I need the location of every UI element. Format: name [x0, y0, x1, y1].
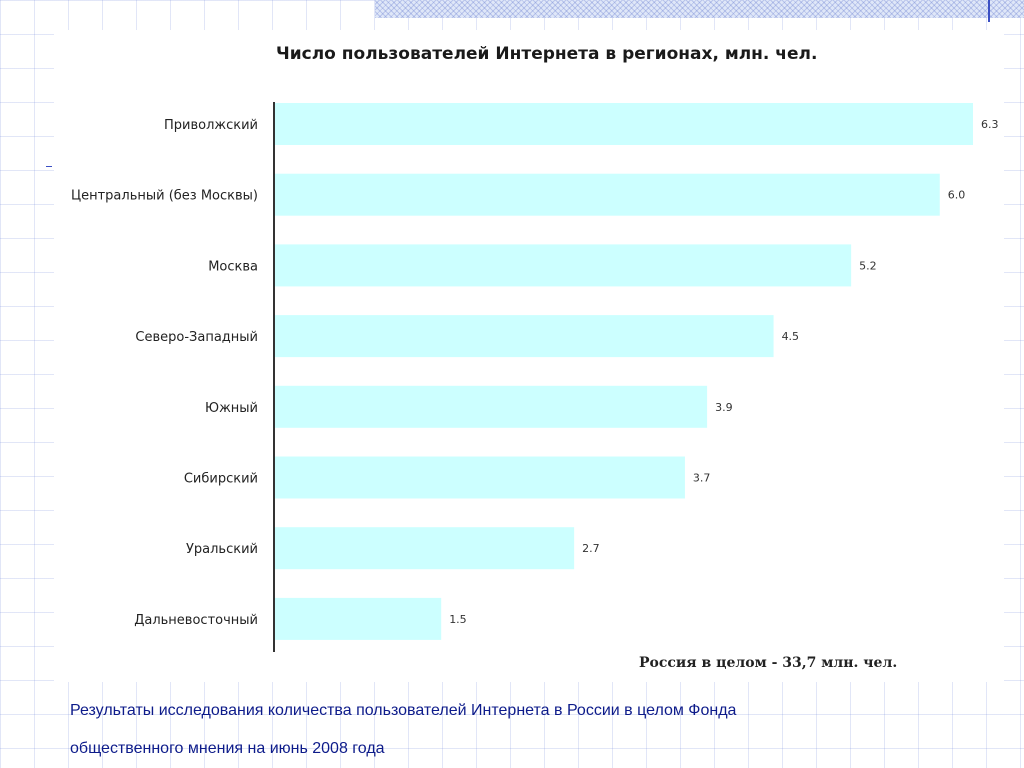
slide-caption: Результаты исследования количества польз… — [70, 692, 970, 768]
value-label-4: 3.9 — [715, 401, 733, 414]
category-label-4: Южный — [205, 401, 258, 416]
category-label-2: Москва — [208, 259, 258, 274]
category-label-1: Центральный (без Москвы) — [71, 189, 258, 204]
chart-total-annotation: Россия в целом - 33,7 млн. чел. — [639, 655, 898, 671]
value-label-2: 5.2 — [859, 259, 877, 272]
caption-line-2: общественного мнения на июнь 2008 года — [70, 740, 385, 757]
bar-7 — [275, 597, 442, 640]
bar-5 — [275, 456, 685, 499]
caption-line-1: Результаты исследования количества польз… — [70, 702, 737, 719]
category-label-5: Сибирский — [184, 472, 258, 487]
bar-0 — [275, 103, 973, 145]
bar-1 — [275, 173, 940, 216]
value-label-6: 2.7 — [582, 542, 600, 555]
category-label-7: Дальневосточный — [134, 613, 258, 628]
header-decor-marker — [988, 0, 990, 22]
value-label-3: 4.5 — [782, 330, 800, 343]
category-label-3: Северо-Западный — [135, 330, 258, 345]
bar-4 — [275, 385, 708, 428]
bar-3 — [275, 315, 774, 358]
bar-2 — [275, 244, 852, 287]
chart-title: Число пользователей Интернета в регионах… — [276, 44, 818, 64]
category-label-6: Уральский — [186, 542, 258, 557]
chart-panel: Число пользователей Интернета в регионах… — [54, 30, 1004, 682]
header-decor-band — [375, 0, 1024, 18]
category-label-0: Приволжский — [164, 118, 258, 133]
value-label-5: 3.7 — [693, 472, 711, 485]
value-label-1: 6.0 — [948, 189, 966, 202]
value-label-0: 6.3 — [981, 118, 999, 131]
decor-tick — [46, 166, 52, 167]
bar-chart: Приволжский 6.3 Центральный (без Москвы) 6.… — [71, 102, 999, 652]
bar-6 — [275, 527, 575, 570]
value-label-7: 1.5 — [449, 613, 467, 626]
